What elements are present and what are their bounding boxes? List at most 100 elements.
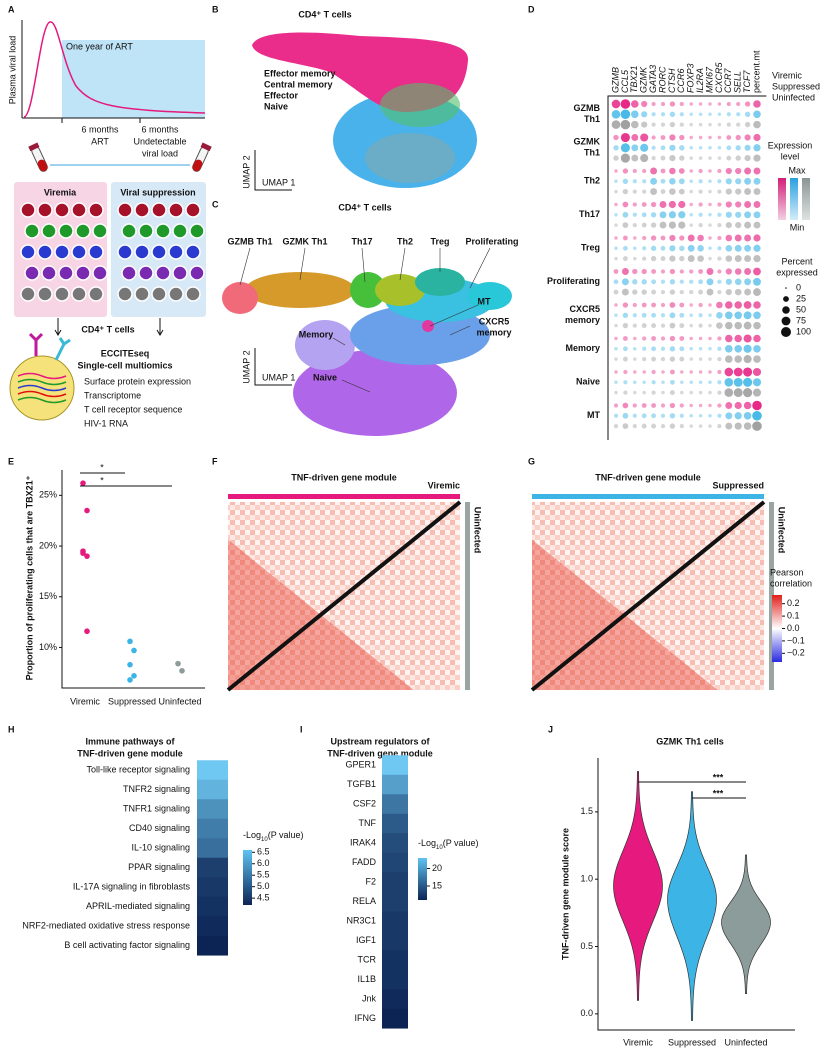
gene-label: MKI67 <box>704 66 714 93</box>
cluster-label: Memory <box>565 343 600 353</box>
dot <box>698 336 703 341</box>
cell-icon <box>185 202 201 218</box>
expression-scale <box>778 178 786 220</box>
colorbar-title-part: (P value) <box>268 830 304 840</box>
dot <box>642 168 647 174</box>
gene-label: GZMK <box>639 66 649 93</box>
cell-icon <box>168 202 184 218</box>
dot <box>689 347 693 351</box>
point <box>127 638 133 645</box>
colorbar-title-part: (P value) <box>443 838 479 848</box>
gene-label: CCR7 <box>723 68 733 93</box>
umap-region <box>380 83 460 127</box>
dot <box>753 188 761 196</box>
dot <box>669 134 676 141</box>
timepoint-label: 6 months <box>141 124 179 134</box>
axis-label: UMAP 2 <box>241 155 251 188</box>
dot <box>679 423 684 429</box>
cell-icon <box>24 265 40 281</box>
legend-label: Max <box>788 165 806 175</box>
cell-icon <box>155 265 171 281</box>
dot <box>706 288 714 296</box>
dot <box>660 356 666 362</box>
cell-icon <box>71 244 87 260</box>
dot <box>679 413 684 418</box>
cell-icon <box>138 265 154 281</box>
dot <box>642 380 646 385</box>
dot <box>660 112 666 117</box>
dot <box>743 311 752 320</box>
row-label: APRIL-mediated signaling <box>86 901 190 911</box>
rna-strand <box>17 384 67 392</box>
dot <box>642 256 647 261</box>
panel-letter: F <box>212 456 218 466</box>
dot <box>725 221 732 229</box>
dot <box>698 122 703 127</box>
dot <box>622 356 628 362</box>
dot <box>734 311 742 320</box>
dot <box>725 278 732 285</box>
dot <box>622 346 628 352</box>
heat-cell <box>382 911 408 932</box>
panel-letter: A <box>8 4 15 14</box>
dot <box>651 380 656 385</box>
dot <box>717 413 722 418</box>
cell-icon <box>37 244 53 260</box>
dot <box>611 99 621 109</box>
panel-title: Immune pathways of <box>85 736 175 746</box>
dot <box>620 143 630 153</box>
dot <box>708 156 712 160</box>
dot <box>669 289 676 295</box>
dot <box>614 357 618 361</box>
dot <box>632 403 637 408</box>
dot <box>708 102 712 106</box>
dot <box>725 167 732 175</box>
gene-label: CCR6 <box>676 68 686 93</box>
dot <box>613 423 619 429</box>
method-title: ECCITEseq <box>101 348 150 358</box>
cell-icon <box>20 244 36 260</box>
colorbar-label: −0.1 <box>787 635 805 645</box>
panel-letter: H <box>8 724 15 734</box>
cell-icon <box>172 223 188 239</box>
colorbar-title: -Log10(P value) <box>418 838 479 850</box>
dot <box>614 323 618 328</box>
dot <box>687 244 695 252</box>
point <box>80 480 86 486</box>
dot <box>725 412 733 420</box>
dot <box>679 122 684 127</box>
dot <box>735 211 742 218</box>
cell-icon <box>121 223 137 239</box>
dot <box>708 424 712 428</box>
dot <box>734 401 742 410</box>
dot <box>689 303 693 307</box>
dot <box>725 345 733 353</box>
dot <box>631 120 639 129</box>
dot <box>689 380 693 385</box>
dot <box>660 403 666 408</box>
dot <box>651 112 656 117</box>
dot <box>736 112 741 117</box>
dot <box>651 145 656 150</box>
cell-icon <box>37 202 53 218</box>
dot <box>641 312 647 318</box>
dot <box>620 119 631 130</box>
dot <box>744 211 752 219</box>
dot <box>708 135 712 140</box>
dot <box>689 223 693 227</box>
dot <box>687 255 695 263</box>
dot <box>679 155 685 161</box>
x-tick-label: Suppressed <box>108 696 156 706</box>
dot <box>735 188 742 195</box>
group-bar <box>532 494 764 499</box>
dot <box>717 168 722 174</box>
dot <box>650 188 658 196</box>
dot <box>689 390 693 395</box>
dot <box>744 177 752 185</box>
leader-line <box>239 247 251 286</box>
dot <box>633 236 637 240</box>
dot <box>621 278 629 286</box>
cell-icon <box>92 223 108 239</box>
dot <box>725 321 733 330</box>
umap-region <box>468 282 512 310</box>
